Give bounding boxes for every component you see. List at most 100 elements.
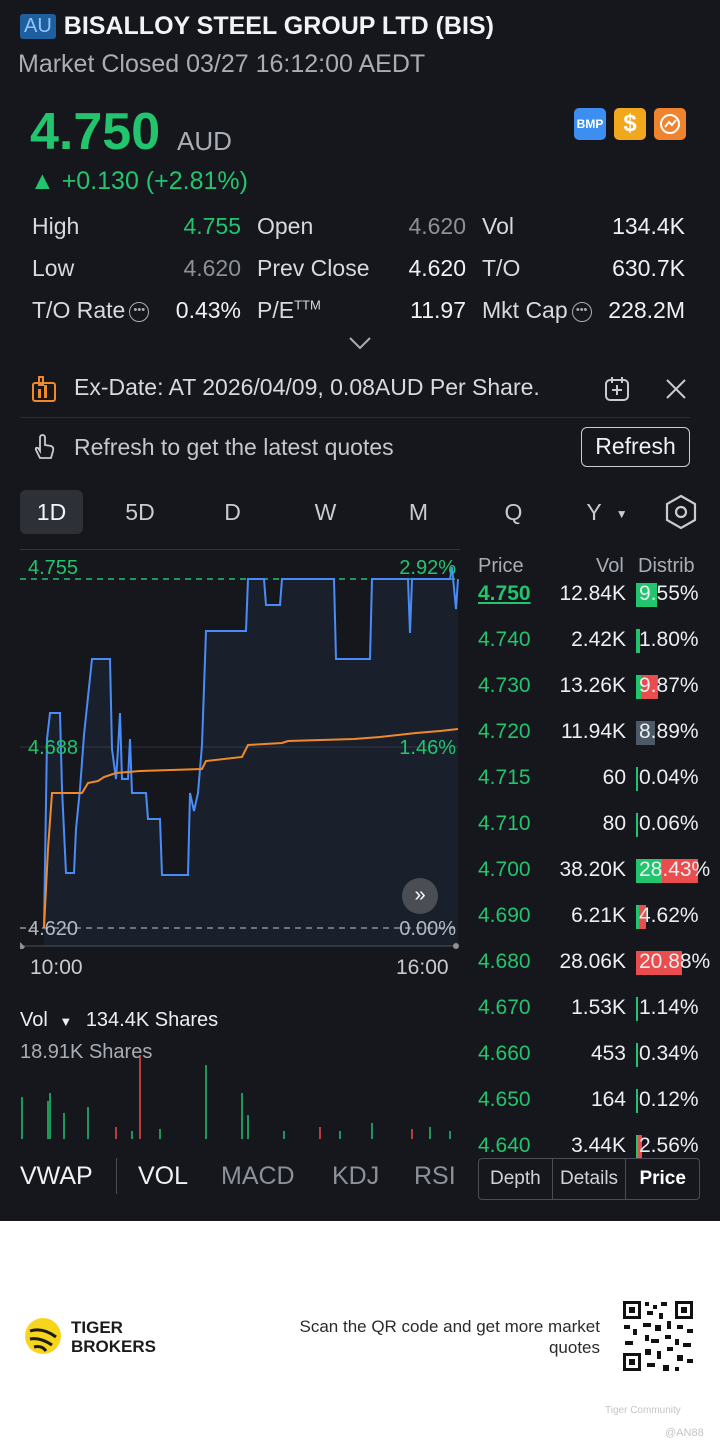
volume-header[interactable]: Vol ▼ 134.4K Shares [20,1009,218,1032]
level-price: 4.660 [478,1042,531,1065]
stock-name: BISALLOY STEEL GROUP LTD (BIS) [63,12,494,40]
mkt-cap-label[interactable]: Mkt Cap ••• [482,297,592,324]
close-icon[interactable] [664,377,688,401]
turnover-rate-text: T/O Rate [32,297,126,323]
level-distribution: 9.55% [636,582,700,607]
buy-volume-bar [636,1043,638,1067]
level-price: 4.700 [478,858,531,881]
brand-line1: TIGER [71,1318,123,1337]
level-distribution: 1.14% [636,996,700,1021]
level-volume: 38.20K [559,858,626,881]
watermark: Tiger Community [605,1405,681,1416]
tab-1d[interactable]: 1D [20,490,83,534]
range-marker-left [20,942,25,949]
indicator-rsi[interactable]: RSI [414,1162,456,1190]
sell-volume-bar [662,859,698,883]
tab-depth[interactable]: Depth [479,1159,553,1199]
share-footer: TIGER BROKERS Scan the QR code and get m… [0,1221,720,1451]
level-distribution: 9.87% [636,674,700,699]
volume-bars [21,1055,451,1139]
mkt-cap-text: Mkt Cap [482,297,568,323]
refresh-hint: Refresh to get the latest quotes [74,434,394,460]
level-distribution: 4.62% [636,904,700,929]
scan-prompt: Scan the QR code and get more market quo… [299,1317,601,1357]
price-level-row: 4.690 6.21K 4.62% [470,904,720,950]
level-price: 4.740 [478,628,531,651]
last-price: 4.750 [30,103,161,161]
chart-settings-icon[interactable] [663,494,699,530]
indicator-macd[interactable]: MACD [221,1162,295,1190]
tab-5d[interactable]: 5D [125,499,155,525]
level-percent: 2.56% [639,1134,699,1157]
sell-volume-bar [636,951,682,975]
dollar-badge-icon[interactable]: $ [614,108,646,140]
brand-line2: BROKERS [71,1337,157,1356]
axis-low-pct: 0.00% [399,918,456,940]
tiger-logo-icon [25,1318,61,1354]
tab-year[interactable]: Y ▼ [572,490,642,534]
fast-forward-icon[interactable]: » [402,878,438,914]
mkt-cap-value: 228.2M [608,297,685,323]
level-volume: 1.53K [571,996,626,1019]
info-icon[interactable]: ••• [571,301,592,322]
price-level-row: 4.710 80 0.06% [470,812,720,858]
ex-date-notice[interactable]: Ex-Date: AT 2026/04/09, 0.08AUD Per Shar… [74,374,540,400]
tab-quarter[interactable]: Q [504,499,523,525]
sell-volume-bar [638,1135,643,1159]
intraday-chart[interactable]: 4.755 2.92% 4.688 1.46% 4.620 0.00% [20,549,460,949]
header-title: AU BISALLOY STEEL GROUP LTD (BIS) [20,12,494,41]
sell-volume-bar [641,675,658,699]
chevron-down-icon[interactable] [348,336,372,350]
tab-day[interactable]: D [224,499,241,525]
qr-code [621,1299,695,1373]
watermark-user: @AN88 [665,1427,704,1439]
orange-coin-icon[interactable] [654,108,686,140]
level-price: 4.650 [478,1088,531,1111]
level-percent: 0.04% [639,766,699,789]
add-calendar-icon[interactable] [603,375,631,403]
level-price: 4.640 [478,1134,531,1157]
level-distribution: 28.43% [636,858,710,883]
price-change: ▲ +0.130 (+2.81%) [30,167,248,195]
dividend-chart-icon [32,376,56,402]
axis-mid-pct: 1.46% [399,737,456,759]
market-status: Market Closed 03/27 16:12:00 AEDT [18,50,426,78]
level-volume: 28.06K [559,950,626,973]
tab-price[interactable]: Price [639,1168,686,1189]
level-price: 4.715 [478,766,531,789]
pe-ttm-sup: TTM [294,297,321,313]
turnover-rate-label[interactable]: T/O Rate ••• [32,297,150,324]
avg-price-line [43,728,459,929]
tab-month[interactable]: M [408,499,429,525]
bmp-badge-icon[interactable]: BMP [574,108,606,140]
level-percent: 0.34% [639,1042,699,1065]
level-percent: 9.55% [639,582,699,605]
level-percent: 0.06% [639,812,699,835]
price-level-row: 4.700 38.20K 28.43% [470,858,720,904]
open-label: Open [257,213,314,239]
level-distribution: 0.34% [636,1042,700,1067]
tab-details[interactable]: Details [553,1159,627,1199]
level-distribution: 20.88% [636,950,710,975]
info-icon[interactable]: ••• [129,301,150,322]
level-percent: 28.43% [639,858,711,881]
indicator-vwap[interactable]: VWAP [20,1162,93,1190]
price-level-row: 4.650 164 0.12% [470,1088,720,1134]
indicator-kdj[interactable]: KDJ [332,1162,380,1190]
indicator-vol[interactable]: VOL [138,1162,189,1190]
brand-name: TIGER BROKERS [71,1318,156,1356]
level-distribution: 0.12% [636,1088,700,1113]
level-percent: 9.87% [639,674,699,697]
quote-screen: AU BISALLOY STEEL GROUP LTD (BIS) Market… [18,12,720,1200]
range-marker-right [453,943,459,949]
refresh-button[interactable]: Refresh [581,427,690,467]
volume-label: Vol [20,1009,48,1031]
price-level-row: 4.680 28.06K 20.88% [470,950,720,996]
buy-volume-bar [636,997,639,1021]
tab-week[interactable]: W [314,499,337,525]
sell-volume-bar [639,905,647,929]
price-level-row: 4.660 453 0.34% [470,1042,720,1088]
price-currency: AUD [177,126,232,156]
vol-label: Vol [482,213,514,239]
level-volume: 453 [590,1042,626,1065]
